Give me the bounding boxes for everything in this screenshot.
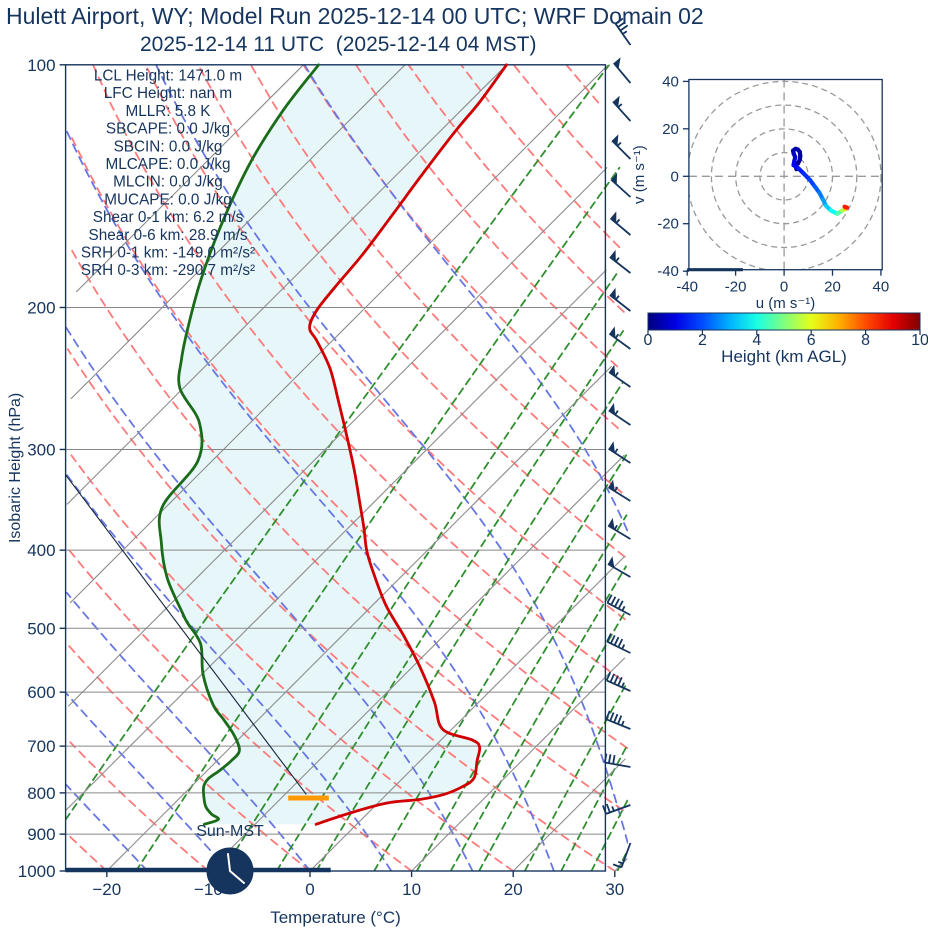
svg-text:-20: -20 — [657, 216, 679, 233]
svg-text:0: 0 — [671, 168, 679, 185]
svg-text:-40: -40 — [657, 263, 679, 280]
svg-text:SRH 0-3 km: -290.7 m²/s²: SRH 0-3 km: -290.7 m²/s² — [81, 262, 255, 279]
svg-text:MLCIN: 0.0 J/kg: MLCIN: 0.0 J/kg — [113, 174, 223, 191]
svg-text:8: 8 — [861, 332, 870, 349]
svg-text:Sun-MST: Sun-MST — [196, 823, 264, 840]
svg-text:SBCIN: 0.0 J/kg: SBCIN: 0.0 J/kg — [114, 138, 223, 155]
svg-text:-20: -20 — [725, 279, 747, 296]
svg-text:MLLR: 5.8 K: MLLR: 5.8 K — [125, 103, 211, 120]
svg-text:v (m s⁻¹): v (m s⁻¹) — [631, 145, 648, 204]
svg-text:500: 500 — [27, 619, 55, 638]
svg-text:0: 0 — [305, 880, 314, 899]
svg-text:u (m s⁻¹): u (m s⁻¹) — [756, 295, 816, 312]
svg-text:30: 30 — [605, 880, 624, 899]
svg-text:400: 400 — [27, 541, 55, 560]
svg-text:-40: -40 — [676, 279, 698, 296]
svg-text:LFC Height: nan m: LFC Height: nan m — [104, 85, 232, 102]
svg-text:SBCAPE: 0.0 J/kg: SBCAPE: 0.0 J/kg — [106, 121, 230, 138]
svg-text:10: 10 — [402, 880, 421, 899]
svg-text:700: 700 — [27, 737, 55, 756]
svg-text:20: 20 — [824, 279, 841, 296]
svg-text:Shear 0-1 km: 6.2 m/s: Shear 0-1 km: 6.2 m/s — [93, 209, 244, 226]
svg-text:40: 40 — [873, 279, 890, 296]
svg-text:0: 0 — [644, 332, 653, 349]
svg-text:0: 0 — [780, 279, 788, 296]
svg-text:600: 600 — [27, 683, 55, 702]
svg-text:10: 10 — [911, 332, 928, 349]
svg-text:20: 20 — [504, 880, 523, 899]
svg-text:MLCAPE: 0.0 J/kg: MLCAPE: 0.0 J/kg — [106, 156, 231, 173]
svg-text:20: 20 — [662, 121, 679, 138]
svg-text:200: 200 — [27, 298, 55, 317]
svg-text:Temperature (°C): Temperature (°C) — [270, 908, 401, 927]
svg-text:100: 100 — [27, 56, 55, 75]
svg-text:40: 40 — [662, 73, 679, 90]
svg-text:300: 300 — [27, 440, 55, 459]
svg-text:SRH 0-1 km: -149.0 m²/s²: SRH 0-1 km: -149.0 m²/s² — [81, 245, 255, 262]
svg-text:MUCAPE: 0.0 J/kg: MUCAPE: 0.0 J/kg — [104, 191, 232, 208]
svg-text:Isobaric Height (hPa): Isobaric Height (hPa) — [7, 393, 24, 543]
svg-text:1000: 1000 — [18, 862, 56, 881]
svg-text:LCL Height: 1471.0 m: LCL Height: 1471.0 m — [94, 68, 242, 85]
svg-text:−20: −20 — [92, 880, 121, 899]
svg-text:Height (km AGL): Height (km AGL) — [721, 347, 847, 366]
svg-text:Shear 0-6 km: 28.9 m/s: Shear 0-6 km: 28.9 m/s — [89, 227, 248, 244]
svg-text:2: 2 — [698, 332, 707, 349]
svg-text:800: 800 — [27, 784, 55, 803]
svg-text:900: 900 — [27, 825, 55, 844]
